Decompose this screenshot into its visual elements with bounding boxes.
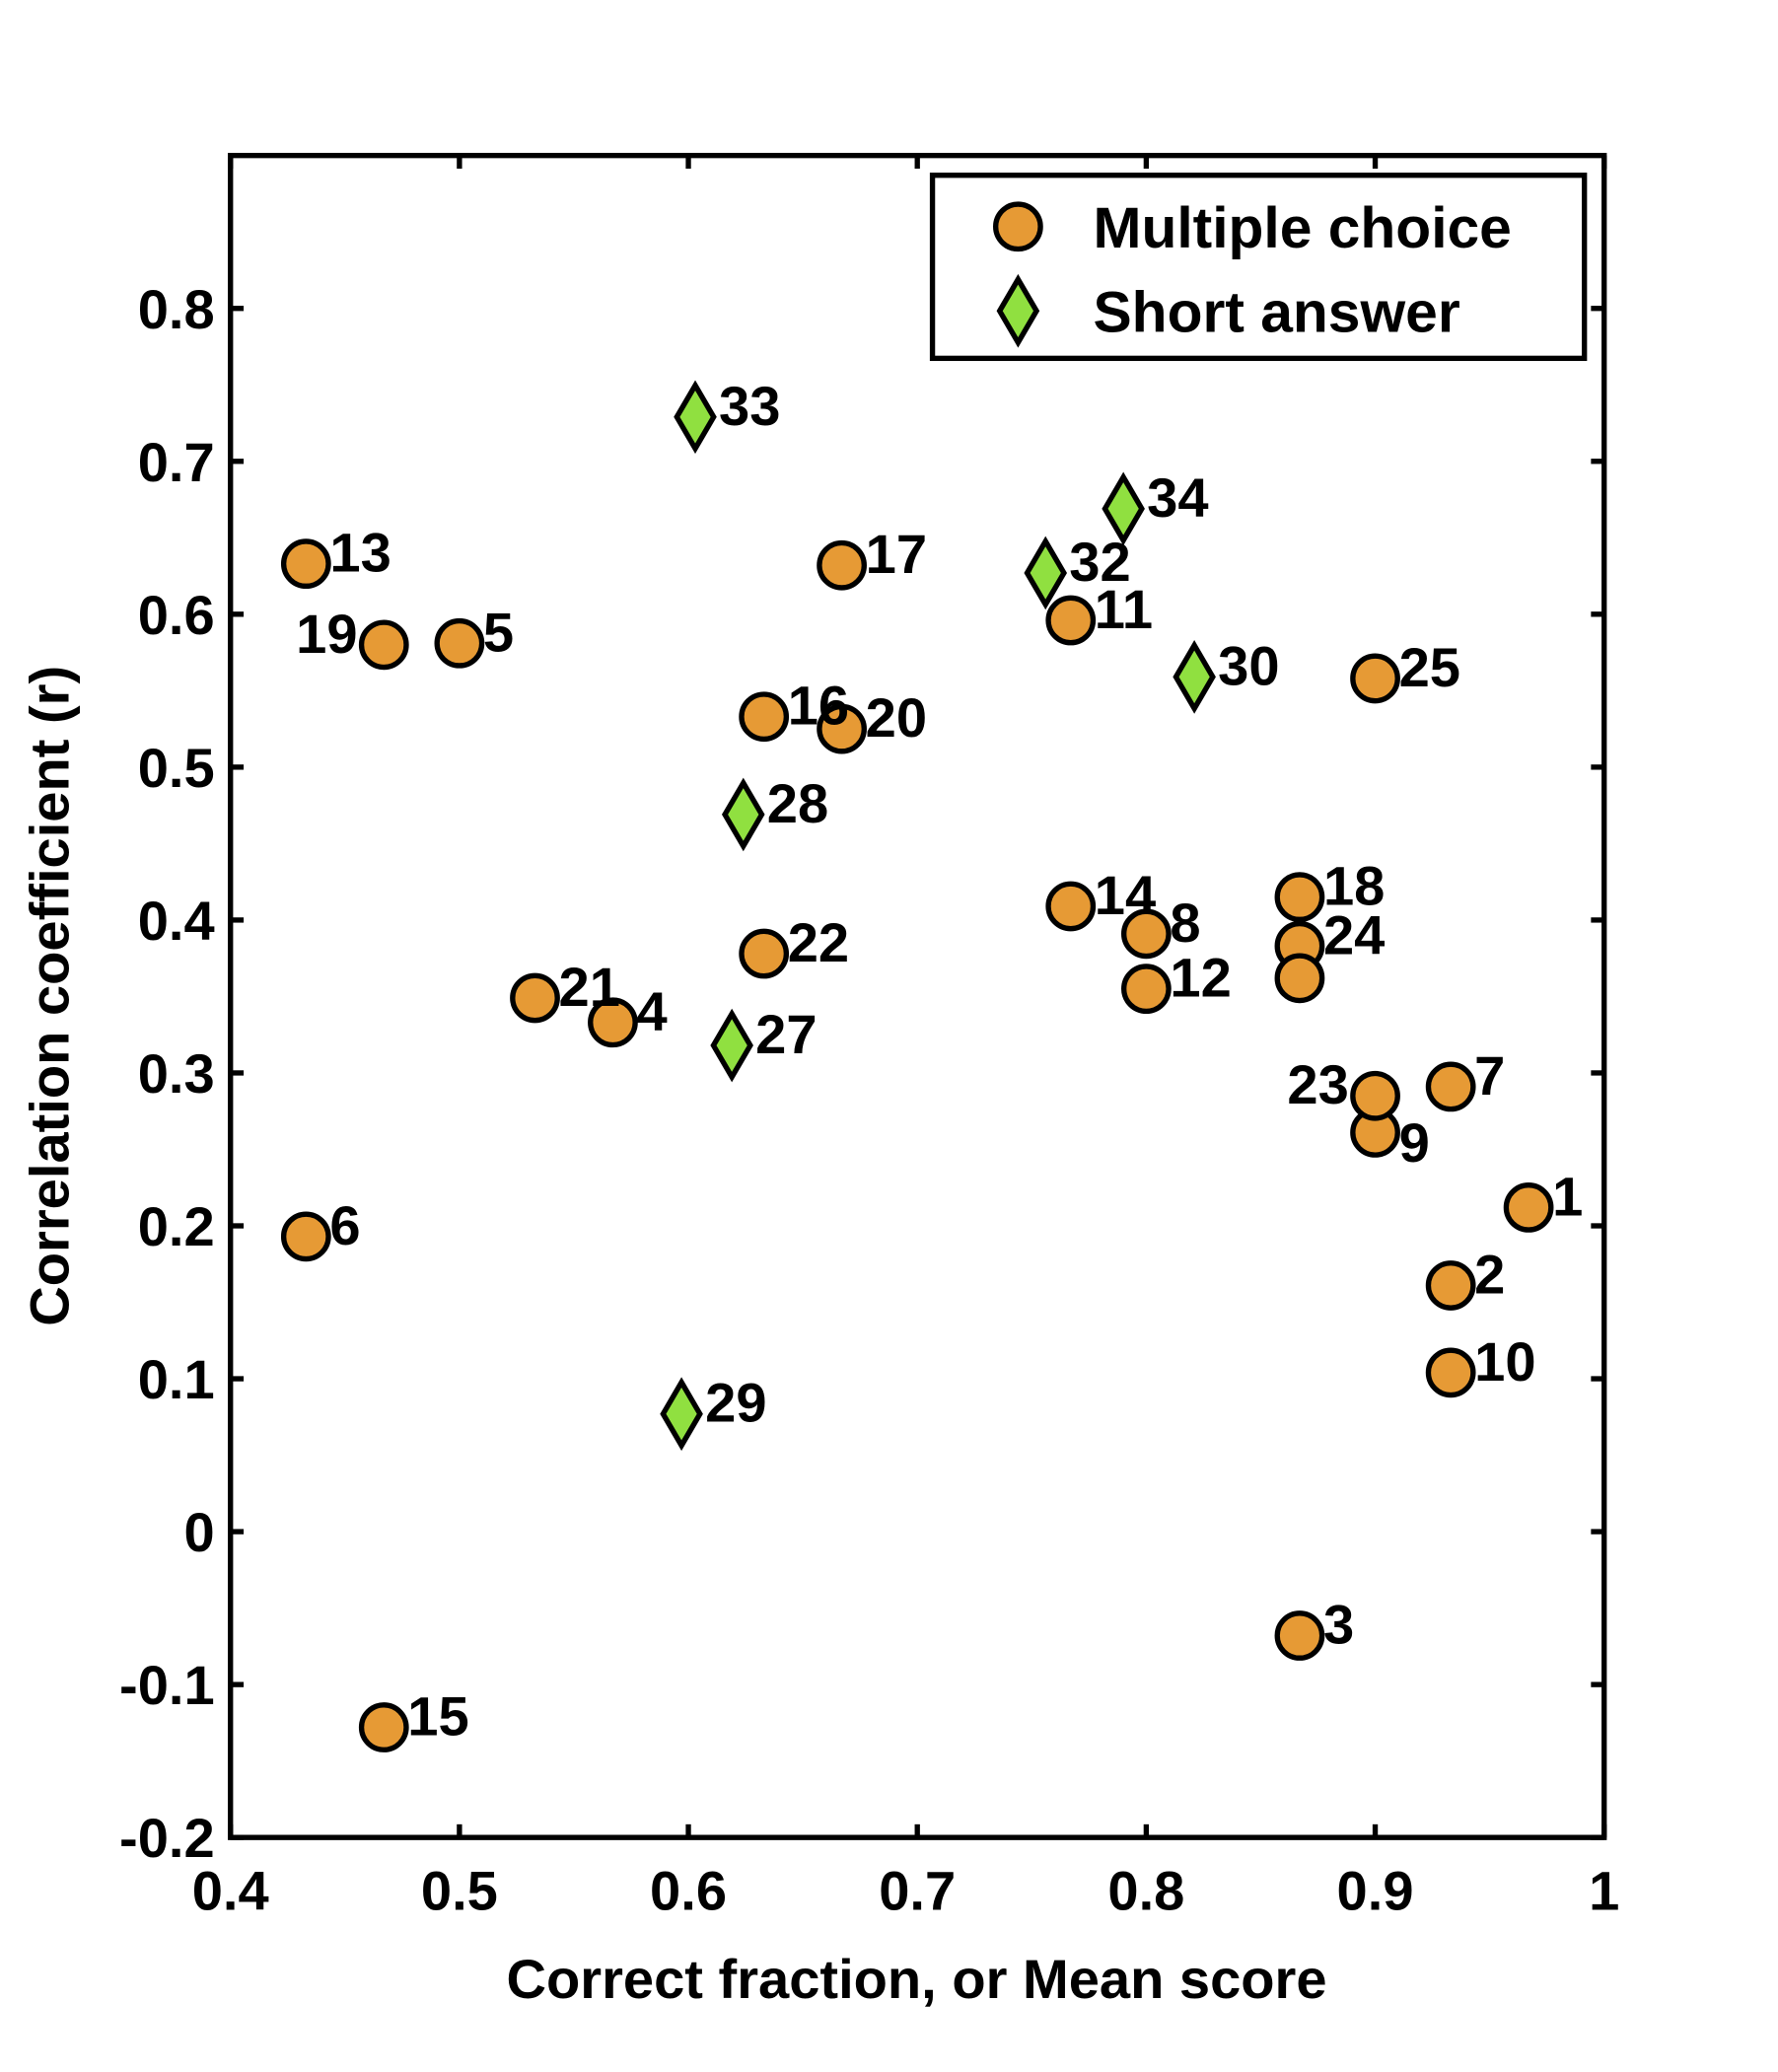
x-tick-label: 0.4 [192, 1860, 269, 1922]
data-label: 17 [866, 523, 927, 585]
x-tick-label: 0.9 [1337, 1860, 1414, 1922]
data-point-short-answer [721, 777, 765, 852]
data-label: 1 [1552, 1165, 1583, 1227]
x-tick-label: 0.8 [1107, 1860, 1184, 1922]
data-point-multiple-choice [1121, 908, 1172, 960]
plot-marks: 1234567891011121314151617181920212223242… [280, 375, 1583, 1752]
x-tick-label: 0.6 [650, 1860, 727, 1922]
data-point-multiple-choice [510, 972, 560, 1024]
data-label: 5 [483, 601, 514, 663]
data-point-short-answer [1024, 536, 1068, 610]
data-label: 6 [329, 1194, 360, 1256]
data-point-multiple-choice [1045, 595, 1097, 646]
data-point-multiple-choice [280, 538, 331, 590]
data-label: 22 [788, 911, 849, 973]
legend-marker-multiple-choice [993, 201, 1043, 252]
data-label: 32 [1069, 531, 1130, 593]
data-label: 25 [1399, 636, 1460, 698]
data-point-multiple-choice [1503, 1182, 1554, 1233]
y-tick-label: -0.1 [119, 1654, 215, 1716]
data-point-multiple-choice [739, 928, 790, 979]
data-point-short-answer [1102, 471, 1145, 546]
data-label: 24 [1323, 903, 1385, 965]
x-axis-label: Correct fraction, or Mean score [507, 1948, 1327, 2010]
legend-box [929, 173, 1588, 362]
data-point-multiple-choice [739, 691, 790, 743]
legend-label-short-answer: Short answer [1094, 281, 1460, 345]
data-label: 13 [329, 522, 391, 584]
data-label: 28 [767, 772, 828, 834]
data-point-multiple-choice [434, 617, 485, 669]
y-tick-label: 0.5 [138, 737, 215, 799]
data-point-multiple-choice [817, 703, 867, 754]
y-axis-label: Correlation coefficient (r) [18, 666, 80, 1326]
data-point-multiple-choice [358, 1702, 409, 1752]
data-point-multiple-choice [1425, 1061, 1476, 1112]
data-point-short-answer [710, 1008, 753, 1083]
data-point-multiple-choice [1274, 953, 1325, 1004]
data-point-short-answer [674, 380, 717, 455]
plot-frame [228, 153, 1607, 1840]
data-label: 30 [1218, 634, 1279, 696]
data-point-multiple-choice [1274, 872, 1325, 923]
data-label: 12 [1170, 947, 1231, 1009]
data-label: 29 [705, 1372, 766, 1434]
data-label: 18 [1323, 855, 1385, 917]
data-point-multiple-choice [1350, 1070, 1400, 1121]
data-point-multiple-choice [358, 619, 409, 671]
data-label: 3 [1323, 1594, 1354, 1656]
x-tick-label: 1 [1589, 1860, 1619, 1922]
data-label: 23 [1287, 1053, 1348, 1115]
y-tick-label: 0.8 [138, 278, 215, 340]
data-label: 9 [1399, 1111, 1430, 1174]
y-tick-label: -0.2 [119, 1807, 215, 1869]
data-point-multiple-choice [1274, 1610, 1325, 1661]
data-label: 15 [407, 1685, 468, 1748]
data-point-multiple-choice [1350, 653, 1400, 704]
data-point-multiple-choice [588, 997, 638, 1048]
legend: Multiple choice Short answer [929, 173, 1588, 362]
data-label: 21 [559, 956, 620, 1018]
data-point-multiple-choice [1425, 1260, 1476, 1311]
data-point-multiple-choice [1425, 1347, 1476, 1398]
data-label: 14 [1095, 864, 1156, 926]
legend-label-multiple-choice: Multiple choice [1094, 196, 1512, 260]
y-tick-label: 0.6 [138, 584, 215, 646]
data-label: 7 [1474, 1044, 1505, 1107]
data-label: 4 [636, 980, 667, 1042]
data-point-short-answer [660, 1377, 703, 1452]
data-point-multiple-choice [817, 539, 867, 591]
data-label: 10 [1474, 1330, 1535, 1393]
data-label: 20 [866, 686, 927, 749]
data-label: 19 [296, 603, 357, 665]
y-tick-label: 0.1 [138, 1348, 215, 1410]
y-tick-label: 0.4 [138, 890, 215, 952]
axis-ticks: 0.4 0.5 0.6 0.7 0.8 0.9 1 -0.2 -0.1 0 0.1 0.2 0.3 0.4… [119, 155, 1619, 1922]
data-point-multiple-choice [1121, 964, 1172, 1015]
y-tick-label: 0.7 [138, 431, 215, 493]
legend-marker-short-answer [996, 273, 1040, 348]
data-point-multiple-choice [1045, 881, 1097, 932]
data-label: 16 [788, 675, 849, 737]
x-tick-label: 0.5 [421, 1860, 498, 1922]
data-point-multiple-choice [280, 1211, 331, 1262]
x-tick-label: 0.7 [879, 1860, 956, 1922]
y-tick-label: 0 [183, 1501, 214, 1563]
data-label: 34 [1147, 466, 1208, 529]
data-label: 27 [755, 1003, 817, 1065]
data-label: 2 [1474, 1243, 1505, 1305]
data-point-short-answer [1173, 640, 1216, 714]
data-label: 33 [719, 375, 780, 437]
y-tick-label: 0.3 [138, 1042, 215, 1105]
data-label: 11 [1095, 578, 1153, 640]
y-tick-label: 0.2 [138, 1195, 215, 1257]
data-label: 8 [1170, 892, 1200, 954]
